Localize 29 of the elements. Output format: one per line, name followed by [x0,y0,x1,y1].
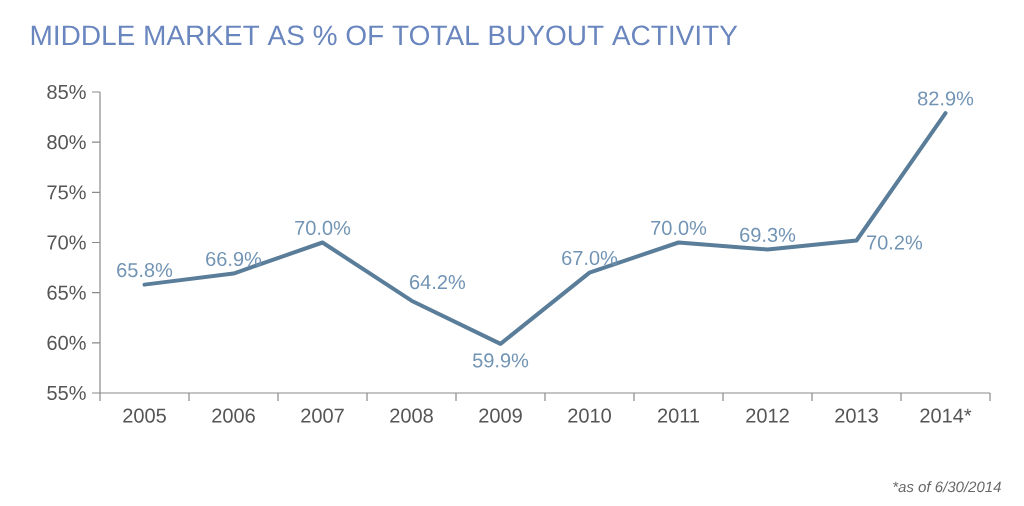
x-tick-label: 2014* [920,408,972,423]
data-label: 65.8% [117,262,173,278]
y-tick-label: 55% [47,385,86,401]
y-tick-label: 70% [47,235,86,250]
y-tick-label: 65% [47,285,86,300]
x-tick-label: 2005 [123,408,166,423]
x-tick-label: 2009 [479,408,522,423]
x-tick-label: 2012 [746,408,789,423]
data-label: 66.9% [206,251,262,267]
y-tick-label: 80% [47,135,86,150]
chart-title: MIDDLE MARKET AS % OF TOTAL BUYOUT ACTIVITY [31,25,738,46]
data-label: 70.0% [295,220,351,235]
x-tick-label: 2011 [658,408,700,423]
x-tick-label: 2008 [390,408,433,423]
x-tick-label: 2007 [301,408,344,423]
y-tick-label: 60% [47,335,86,350]
x-tick-label: 2006 [212,408,255,423]
data-label: 70.0% [651,220,707,235]
data-label: 67.0% [562,250,618,266]
data-label: 70.2% [867,235,923,250]
text: *as of 6/30/2014 [893,481,1001,493]
data-label: 64.2% [410,275,466,290]
x-tick-label: 2010 [568,408,611,423]
x-tick-label: 2013 [835,408,878,423]
y-tick-label: 85% [47,84,86,100]
data-label: 82.9% [918,91,974,106]
y-tick-label: 75% [47,185,86,200]
data-label: 69.3% [740,227,796,243]
data-label: 59.9% [472,353,529,368]
